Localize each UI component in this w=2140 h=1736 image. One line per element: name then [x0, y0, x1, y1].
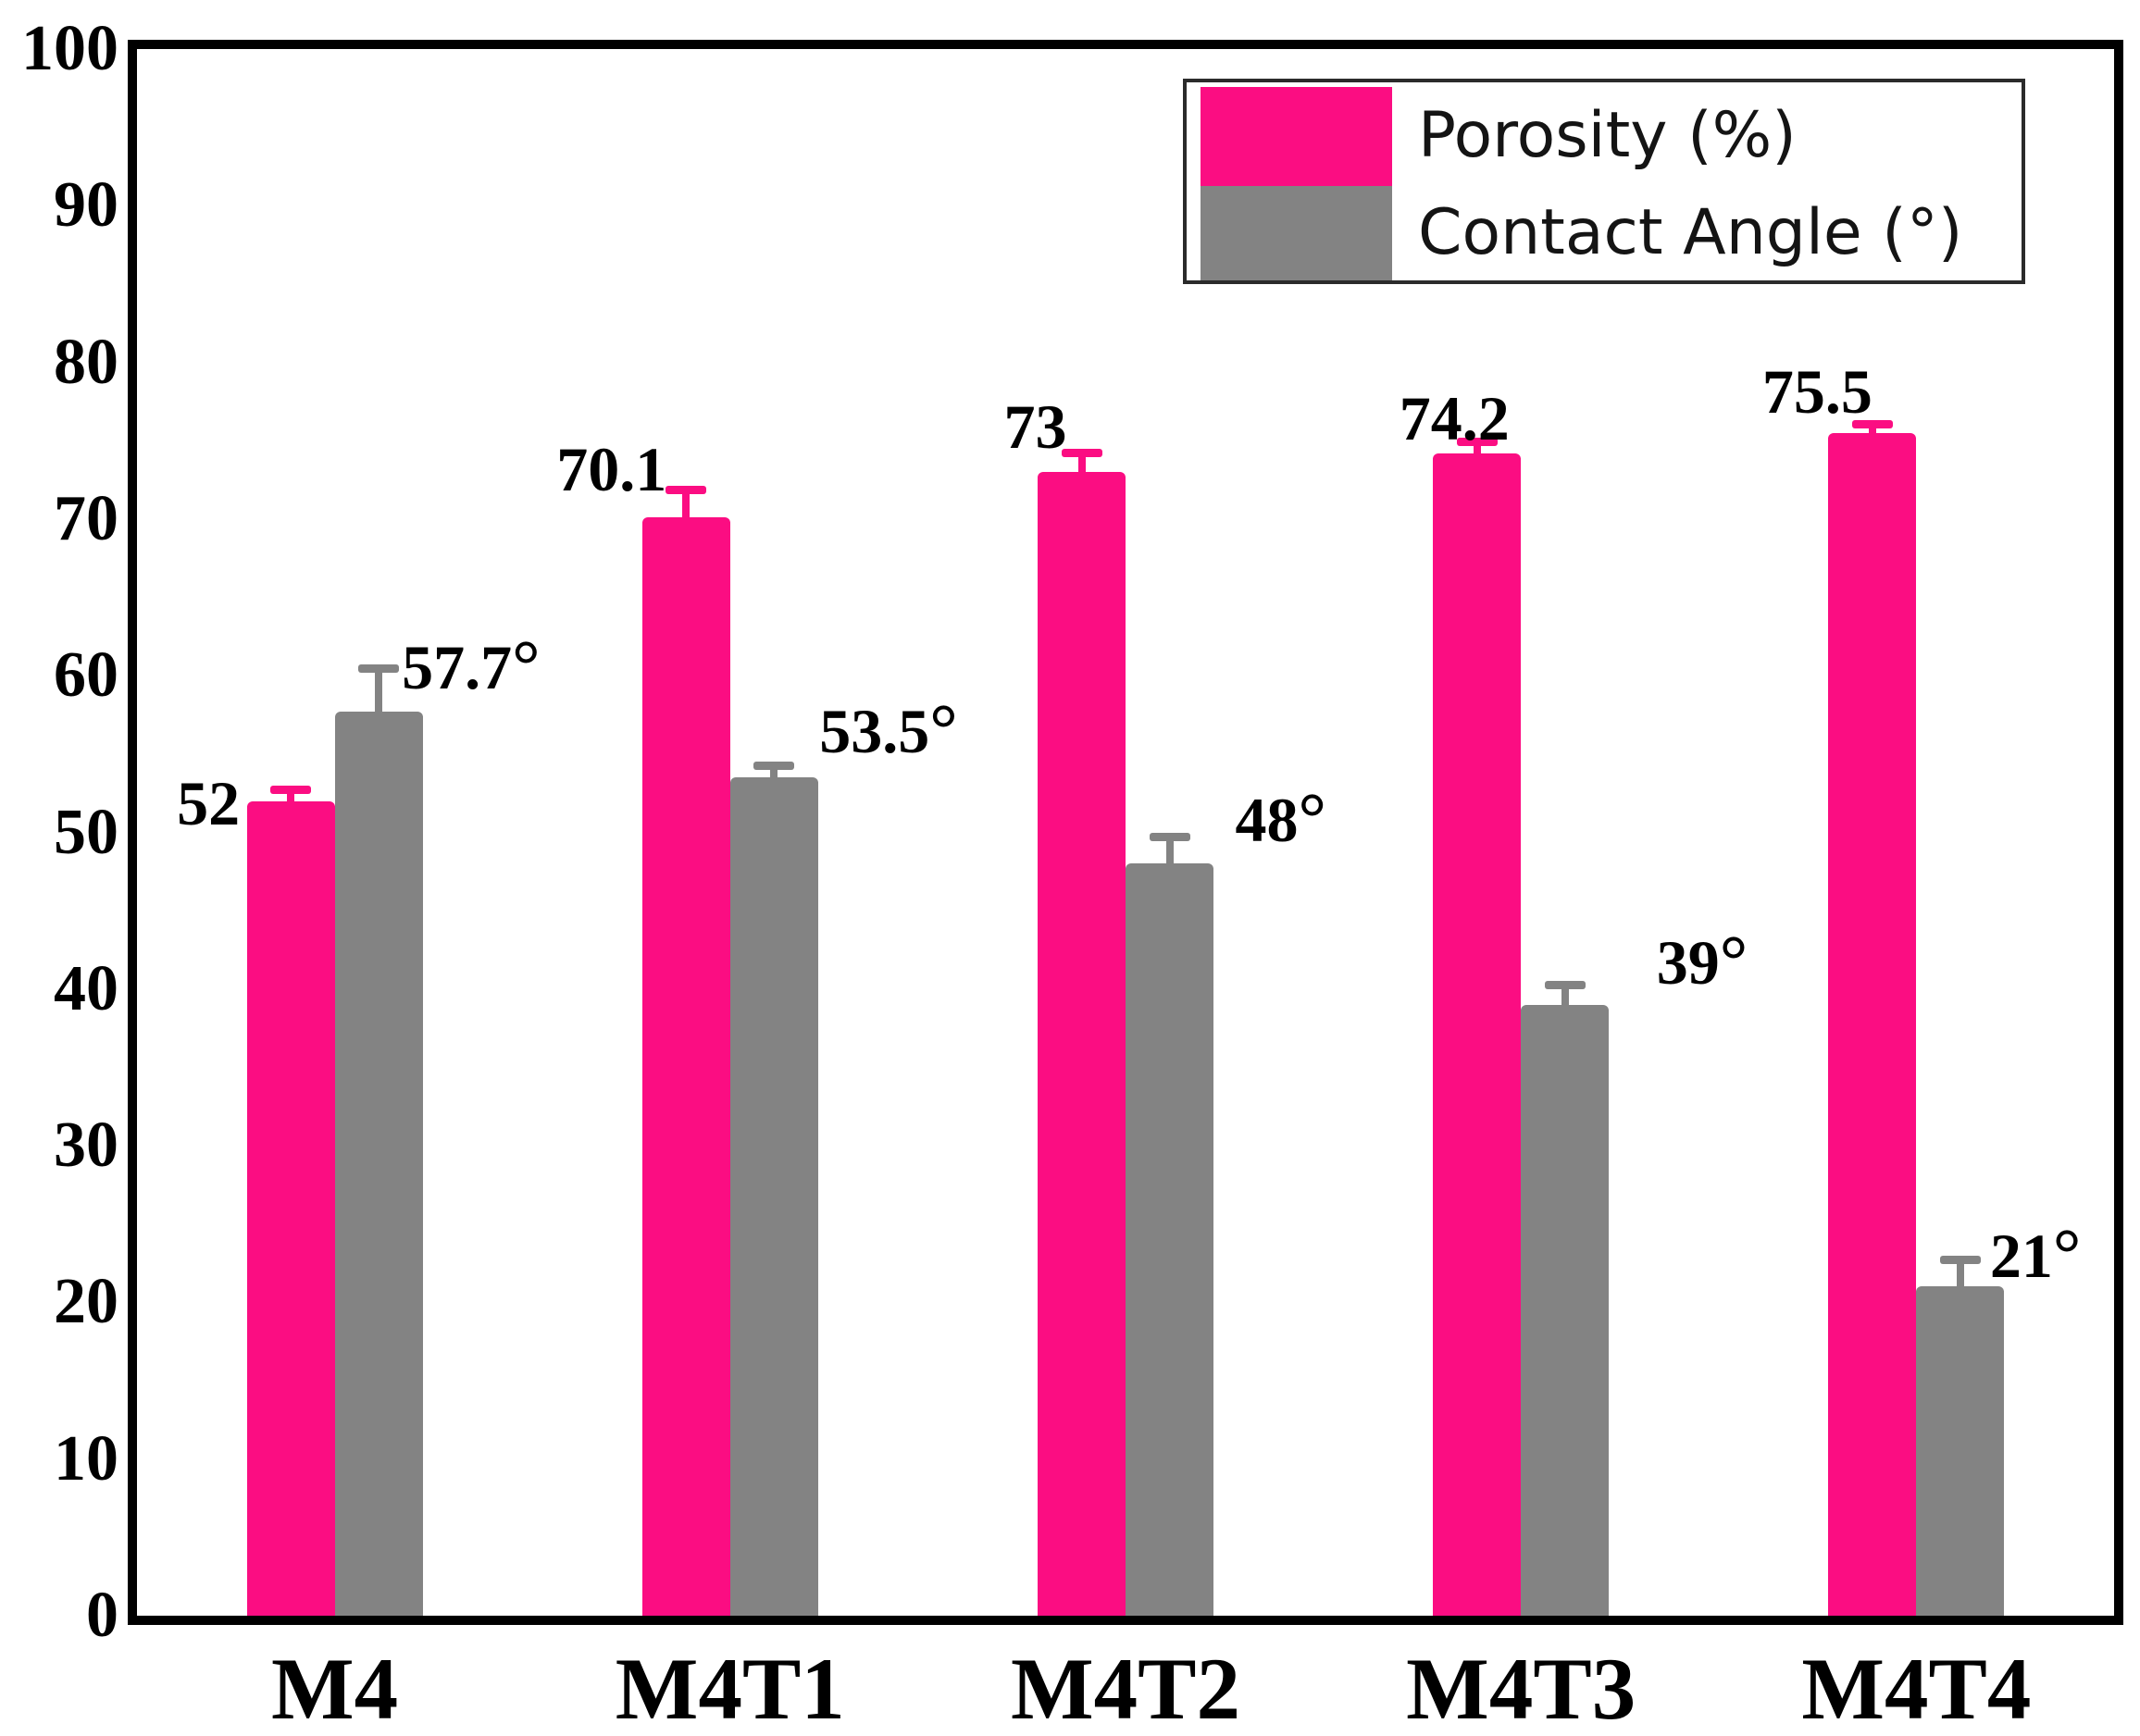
contact-angle-error-bar [375, 664, 383, 725]
contact-angle-value-label: 39° [1656, 922, 1748, 1000]
porosity-error-bar [682, 486, 691, 531]
porosity-error-bar [1077, 448, 1086, 486]
y-axis-tick-label: 10 [54, 1422, 118, 1494]
contact-angle-value-label: 48° [1235, 778, 1326, 857]
porosity-bar [246, 800, 335, 1616]
degree-symbol: ° [512, 626, 541, 705]
porosity-bar [1433, 453, 1522, 1616]
contact-angle-value-label: 57.7° [402, 626, 541, 705]
porosity-error-bar [1868, 420, 1876, 446]
y-axis-tick-label: 40 [54, 952, 118, 1024]
porosity-value-label: 52 [177, 767, 241, 838]
y-axis-tick-label: 60 [54, 639, 118, 712]
porosity-value-label: 73 [1003, 391, 1067, 463]
y-axis-tick-label: 70 [54, 482, 118, 554]
contact-angle-value-label: 21° [1989, 1214, 2082, 1293]
porosity-value-label: 74.2 [1399, 382, 1510, 453]
porosity-bar [641, 517, 730, 1616]
porosity-error-bar-cap [1851, 420, 1893, 429]
legend-label-porosity: Porosity (%) [1418, 99, 1797, 172]
contact-angle-error-bar-cap [1939, 1255, 1981, 1264]
legend-swatch-porosity [1201, 87, 1392, 186]
contact-angle-bar [1916, 1286, 2005, 1616]
y-axis-tick-label: 90 [54, 169, 118, 242]
porosity-bar [1828, 432, 1917, 1616]
contact-angle-bar [1126, 863, 1213, 1616]
y-axis-tick-label: 50 [54, 796, 118, 868]
contact-angle-error-bar-cap [1544, 981, 1586, 990]
contact-angle-error-bar [1561, 981, 1569, 1018]
y-axis-tick-label: 20 [54, 1266, 118, 1338]
porosity-error-bar [1473, 437, 1481, 466]
degree-symbol: ° [929, 690, 958, 769]
contact-angle-value-label: 53.5° [819, 690, 958, 769]
porosity-value-label: 70.1 [556, 434, 667, 505]
x-axis-category-label: M4T3 [1406, 1640, 1636, 1736]
degree-symbol: ° [2052, 1214, 2082, 1293]
y-axis-tick-label: 0 [86, 1580, 118, 1651]
contact-angle-error-bar-cap [1149, 832, 1190, 841]
y-axis-tick-label: 80 [54, 326, 118, 398]
y-axis-tick-label: 100 [21, 13, 118, 84]
legend: Porosity (%) Contact Angle (°) [1183, 79, 2025, 284]
porosity-error-bar-cap [270, 785, 312, 794]
y-axis-tick-label: 30 [54, 1110, 118, 1182]
contact-angle-bar [1521, 1004, 1610, 1616]
degree-symbol: ° [1298, 778, 1326, 857]
contact-angle-error-bar [1165, 832, 1174, 877]
x-axis-category-label: M4T1 [615, 1640, 845, 1736]
contact-angle-bar [334, 712, 423, 1616]
contact-angle-error-bar [770, 762, 778, 791]
contact-angle-bar [729, 777, 818, 1616]
legend-label-contact-angle: Contact Angle (°) [1418, 196, 1963, 269]
x-axis-category-label: M4 [271, 1640, 399, 1736]
degree-symbol: ° [1719, 922, 1748, 1000]
porosity-value-label: 75.5 [1761, 355, 1872, 427]
porosity-error-bar-cap [1061, 448, 1102, 457]
x-axis-category-label: M4T2 [1010, 1640, 1241, 1736]
porosity-bar [1038, 472, 1126, 1616]
contact-angle-error-bar-cap [358, 664, 400, 674]
contact-angle-error-bar [1956, 1255, 1964, 1300]
legend-swatch-contact-angle [1201, 186, 1392, 280]
porosity-error-bar-cap [1456, 437, 1498, 446]
porosity-error-bar-cap [666, 486, 707, 495]
x-axis-category-label: M4T4 [1801, 1640, 2032, 1736]
contact-angle-error-bar-cap [753, 762, 795, 771]
porosity-error-bar [287, 785, 295, 814]
